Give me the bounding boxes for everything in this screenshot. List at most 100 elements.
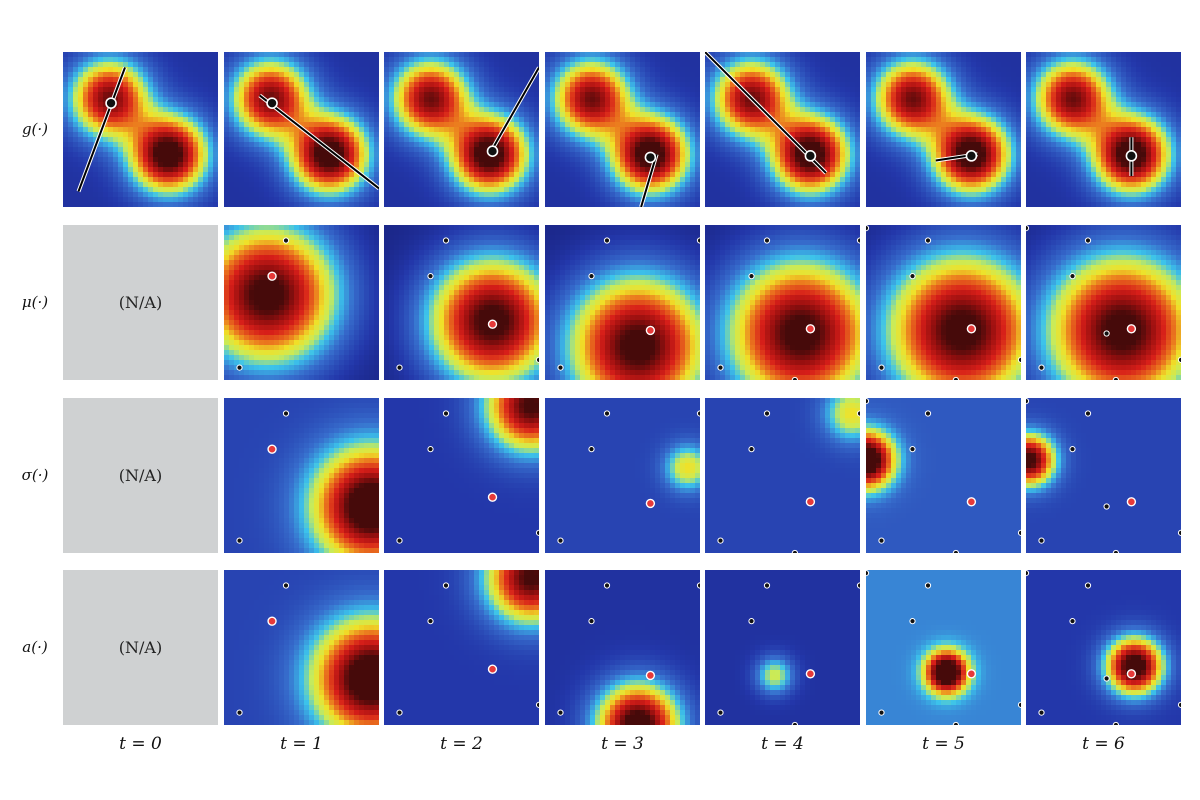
heatmap-cell: [575, 77, 581, 83]
heatmap-cell: [780, 132, 786, 138]
heatmap-cell: [855, 162, 860, 168]
heatmap-cell: [444, 122, 450, 128]
heatmap-cell: [73, 187, 79, 193]
heatmap-cell: [153, 87, 159, 93]
heatmap-cell: [148, 87, 154, 93]
heatmap-cell: [419, 157, 425, 163]
heatmap-cell: [123, 152, 129, 158]
heatmap-cell: [610, 167, 616, 173]
heatmap-cell: [710, 122, 716, 128]
heatmap-cell: [88, 182, 94, 188]
heatmap-cell: [118, 152, 124, 158]
heatmap-cell: [434, 167, 440, 173]
heatmap-cell: [168, 162, 174, 168]
heatmap-cell: [725, 132, 731, 138]
heatmap-cell: [575, 72, 581, 78]
heatmap-cell: [309, 172, 315, 178]
heatmap-cell: [750, 57, 756, 63]
heatmap-cell: [329, 202, 335, 207]
heatmap-cell: [269, 147, 275, 153]
heatmap-cell: [299, 157, 305, 163]
heatmap-cell: [409, 97, 415, 103]
heatmap-cell: [454, 117, 460, 123]
heatmap-cell: [208, 52, 214, 58]
heatmap-cell: [866, 132, 872, 138]
heatmap-cell: [825, 117, 831, 123]
heatmap-cell: [424, 197, 430, 203]
heatmap-cell: [469, 132, 475, 138]
heatmap-cell: [710, 52, 716, 58]
heatmap-cell: [625, 182, 631, 188]
heatmap-cell: [529, 62, 535, 68]
heatmap-cell: [359, 202, 365, 207]
heatmap-cell: [203, 72, 209, 78]
heatmap-cell: [304, 152, 310, 158]
heatmap-cell: [148, 52, 154, 58]
heatmap-cell: [289, 177, 295, 183]
heatmap-cell: [715, 187, 721, 193]
heatmap-cell: [560, 187, 566, 193]
heatmap-cell: [835, 172, 841, 178]
heatmap-cell: [409, 162, 415, 168]
heatmap-cell: [820, 87, 826, 93]
heatmap-cell: [73, 132, 79, 138]
heatmap-cell: [800, 162, 806, 168]
heatmap-cell: [800, 157, 806, 163]
heatmap-cell: [269, 127, 275, 133]
heatmap-cell: [198, 97, 204, 103]
heatmap-cell: [469, 122, 475, 128]
heatmap-cell: [269, 67, 275, 73]
heatmap-cell: [394, 92, 400, 98]
heatmap-cell: [815, 127, 821, 133]
heatmap-cell: [585, 127, 591, 133]
heatmap-cell: [730, 187, 736, 193]
heatmap-cell: [409, 197, 415, 203]
heatmap-cell: [329, 177, 335, 183]
heatmap-cell: [369, 152, 375, 158]
heatmap-cell: [394, 77, 400, 83]
heatmap-cell: [404, 197, 410, 203]
heatmap-cell: [509, 132, 515, 138]
heatmap-cell: [344, 192, 350, 198]
heatmap-cell: [173, 202, 179, 207]
heatmap-cell: [565, 72, 571, 78]
heatmap-cell: [570, 202, 576, 207]
heatmap-cell: [871, 107, 877, 113]
heatmap-cell: [504, 167, 510, 173]
heatmap-cell: [193, 137, 199, 143]
heatmap-cell: [886, 102, 892, 108]
heatmap-cell: [685, 82, 691, 88]
heatmap-cell: [765, 72, 771, 78]
heatmap-cell: [439, 52, 445, 58]
heatmap-cell: [369, 167, 375, 173]
heatmap-cell: [550, 122, 556, 128]
heatmap-cell: [725, 187, 731, 193]
heatmap-cell: [550, 177, 556, 183]
heatmap-cell: [354, 62, 360, 68]
heatmap-cell: [780, 72, 786, 78]
heatmap-cell: [188, 192, 194, 198]
heatmap-cell: [620, 67, 626, 73]
heatmap-cell: [605, 162, 611, 168]
heatmap-cell: [524, 187, 530, 193]
heatmap-cell: [409, 127, 415, 133]
heatmap-cell: [63, 57, 69, 63]
heatmap-cell: [499, 117, 505, 123]
heatmap-cell: [509, 172, 515, 178]
heatmap-cell: [484, 107, 490, 113]
heatmap-cell: [118, 112, 124, 118]
heatmap-cell: [113, 77, 119, 83]
heatmap-cell: [765, 107, 771, 113]
heatmap-cell: [745, 187, 751, 193]
heatmap-cell: [389, 122, 395, 128]
heatmap-cell: [735, 57, 741, 63]
heatmap-cell: [208, 62, 214, 68]
heatmap-cell: [349, 107, 355, 113]
heatmap-cell: [454, 67, 460, 73]
heatmap-cell: [329, 67, 335, 73]
heatmap-cell: [675, 92, 681, 98]
heatmap-cell: [881, 62, 887, 68]
heatmap-cell: [840, 77, 846, 83]
heatmap-cell: [123, 92, 129, 98]
heatmap-cell: [785, 72, 791, 78]
